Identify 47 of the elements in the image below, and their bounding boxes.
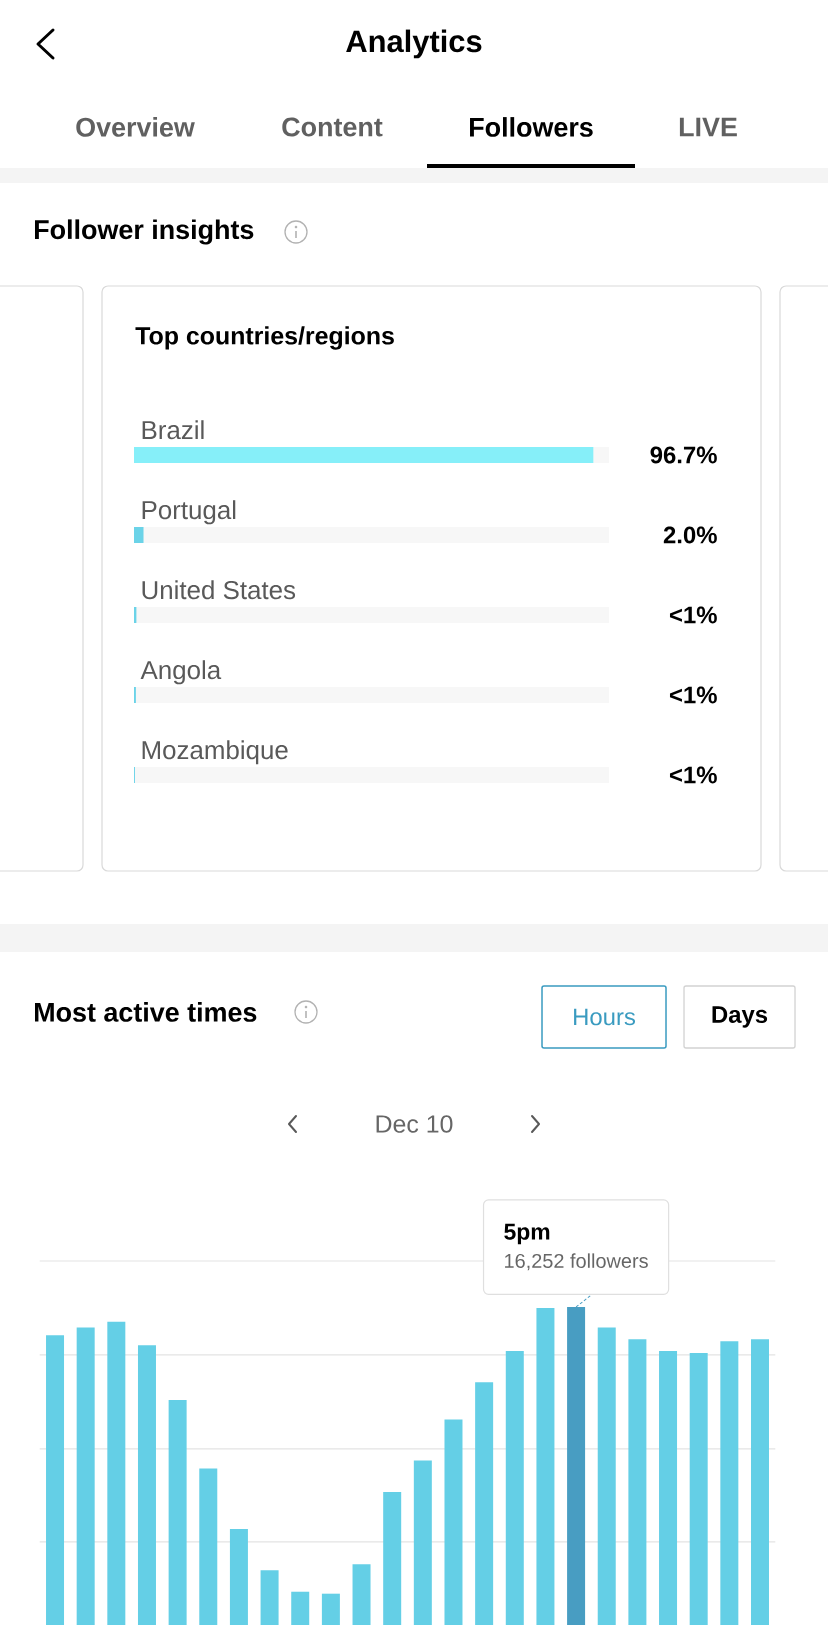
text: Content xyxy=(282,117,383,137)
text: Follower insights xyxy=(35,219,254,245)
y-tick-label: United States xyxy=(142,580,296,600)
bar xyxy=(413,1460,432,1625)
data-label: 96.7% xyxy=(650,446,717,464)
bar xyxy=(720,1341,739,1625)
y-tick-label: Portugal xyxy=(142,500,236,525)
y-tick-label: Angola xyxy=(140,660,222,685)
bar xyxy=(168,1399,187,1625)
data-label: 16,252 followers xyxy=(505,1253,648,1271)
chart-title: Most active times xyxy=(35,1002,257,1022)
bar xyxy=(46,1335,65,1625)
data-label: <1% xyxy=(669,606,717,624)
data-label: <1% xyxy=(669,766,717,784)
bar xyxy=(76,1327,95,1625)
text: Days xyxy=(712,1006,768,1028)
text: Overview xyxy=(76,117,195,137)
bar xyxy=(383,1491,402,1625)
chart-subtitle: Dec 10 xyxy=(376,1115,453,1133)
bar xyxy=(137,1345,156,1625)
bar xyxy=(321,1593,340,1625)
bar xyxy=(229,1529,248,1625)
y-tick-label: Brazil xyxy=(142,420,204,440)
text: Hours xyxy=(574,1008,636,1026)
bar xyxy=(352,1564,371,1625)
bar xyxy=(689,1352,708,1625)
bar xyxy=(536,1307,555,1625)
bar xyxy=(505,1351,524,1625)
bar xyxy=(628,1339,647,1625)
bar xyxy=(107,1321,126,1625)
chart-title: Top countries/regions xyxy=(135,326,394,350)
bar xyxy=(444,1419,463,1625)
text: Analytics xyxy=(346,29,482,59)
bar xyxy=(475,1382,494,1625)
bar xyxy=(291,1591,310,1625)
text: Followers xyxy=(470,117,593,137)
data-label: 2.0% xyxy=(663,526,717,544)
bar xyxy=(750,1339,769,1625)
bar xyxy=(134,526,144,543)
text: LIVE xyxy=(679,117,737,137)
bar xyxy=(659,1351,678,1625)
data-label: <1% xyxy=(669,686,717,704)
text: 5pm xyxy=(504,1223,550,1245)
bar xyxy=(260,1570,279,1625)
y-tick-label: Mozambique xyxy=(142,740,288,765)
bar xyxy=(597,1327,616,1625)
bar xyxy=(199,1468,218,1625)
